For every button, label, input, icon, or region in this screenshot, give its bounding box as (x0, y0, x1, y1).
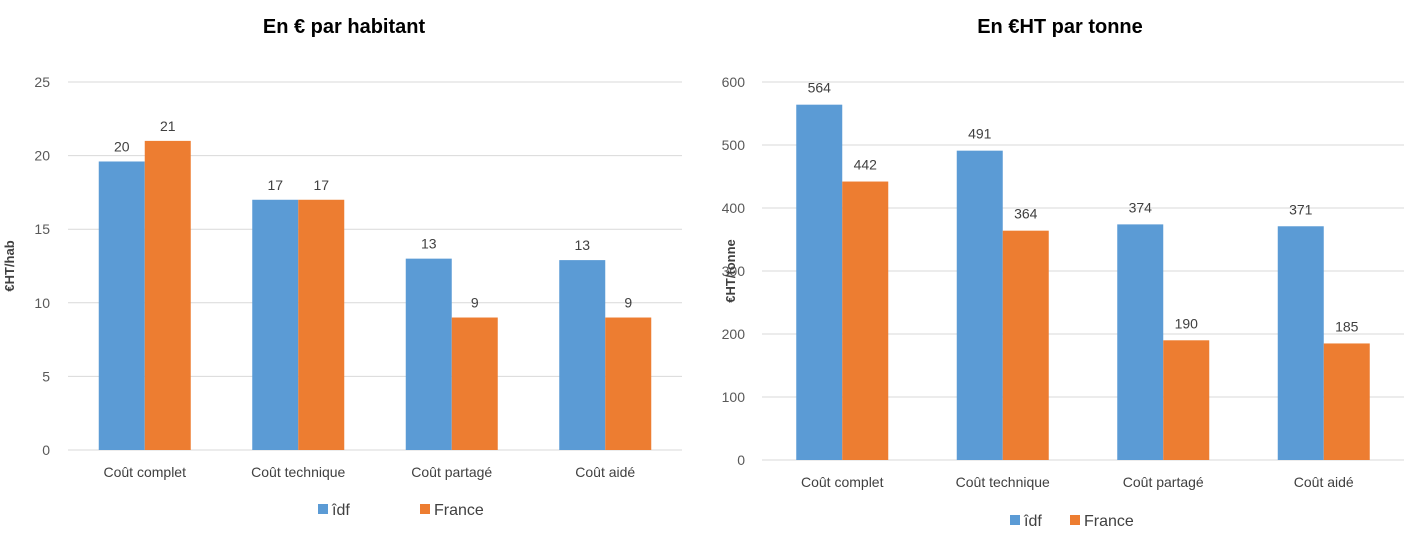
data-label: 442 (854, 157, 878, 173)
data-label: 364 (1014, 206, 1038, 222)
bar-idf-0 (98, 161, 145, 450)
legend-label: France (434, 502, 484, 519)
y-tick-label: 600 (722, 74, 746, 90)
category-label: Coût complet (104, 464, 187, 480)
y-tick-label: 0 (42, 442, 50, 458)
y-tick-label: 20 (34, 148, 50, 164)
category-label: Coût complet (801, 474, 884, 490)
data-label: 9 (471, 295, 479, 311)
chart-title: En €HT par tonne (977, 16, 1143, 38)
data-label: 371 (1289, 201, 1313, 217)
bar-france-0 (842, 181, 889, 461)
bar-france-2 (1163, 340, 1210, 460)
y-tick-label: 100 (722, 389, 746, 405)
bar-france-0 (144, 140, 191, 450)
bar-france-1 (1002, 230, 1049, 460)
legend-label: France (1084, 513, 1134, 530)
category-label: Coût partagé (411, 464, 492, 480)
bar-idf-2 (1117, 224, 1164, 460)
chart-per-tonne: En €HT par tonne 0 100 200 300 400 500 600 €HT/t… (722, 16, 1404, 530)
legend-swatch-france (1070, 515, 1080, 525)
data-label: 185 (1335, 318, 1359, 334)
chart-title: En € par habitant (263, 16, 426, 38)
bar-idf-2 (405, 258, 452, 450)
y-tick-label: 0 (737, 452, 745, 468)
y-tick-label: 300 (722, 263, 746, 279)
category-label: Coût partagé (1123, 474, 1204, 490)
category-label: Coût aidé (1294, 474, 1354, 490)
bar-france-3 (605, 317, 652, 450)
y-tick-label: 500 (722, 137, 746, 153)
data-label: 13 (574, 237, 590, 253)
legend-swatch-idf (318, 504, 328, 514)
bar-idf-0 (796, 104, 843, 461)
data-label: 21 (160, 118, 176, 134)
y-tick-label: 5 (42, 368, 50, 384)
bar-france-1 (298, 199, 345, 450)
bar-idf-1 (252, 199, 299, 450)
legend-label: îdf (331, 502, 350, 519)
y-tick-label: 15 (34, 221, 50, 237)
bar-idf-3 (1277, 226, 1324, 460)
data-label: 13 (421, 236, 437, 252)
data-label: 491 (968, 126, 992, 142)
category-label: Coût technique (251, 464, 345, 480)
data-label: 9 (624, 295, 632, 311)
bar-idf-1 (956, 150, 1003, 461)
data-label: 17 (267, 177, 283, 193)
legend-swatch-idf (1010, 515, 1020, 525)
category-label: Coût technique (956, 474, 1050, 490)
bar-france-3 (1323, 343, 1370, 460)
y-axis-label: €HT/tonne (723, 239, 738, 303)
data-label: 20 (114, 138, 130, 154)
data-label: 17 (313, 177, 329, 193)
y-tick-label: 400 (722, 200, 746, 216)
y-tick-label: 25 (34, 74, 50, 90)
data-label: 190 (1175, 315, 1199, 331)
y-axis-label: €HT/hab (2, 240, 17, 291)
data-label: 374 (1129, 199, 1153, 215)
chart-per-habitant: En € par habitant 0 5 10 15 20 25 €HT/hab 20 21 Co… (2, 16, 682, 519)
legend-swatch-france (420, 504, 430, 514)
bar-france-2 (451, 317, 498, 450)
y-tick-label: 200 (722, 326, 746, 342)
bar-idf-3 (559, 260, 606, 450)
category-label: Coût aidé (575, 464, 635, 480)
legend-label: îdf (1023, 513, 1042, 530)
y-tick-label: 10 (34, 295, 50, 311)
data-label: 564 (808, 80, 832, 96)
